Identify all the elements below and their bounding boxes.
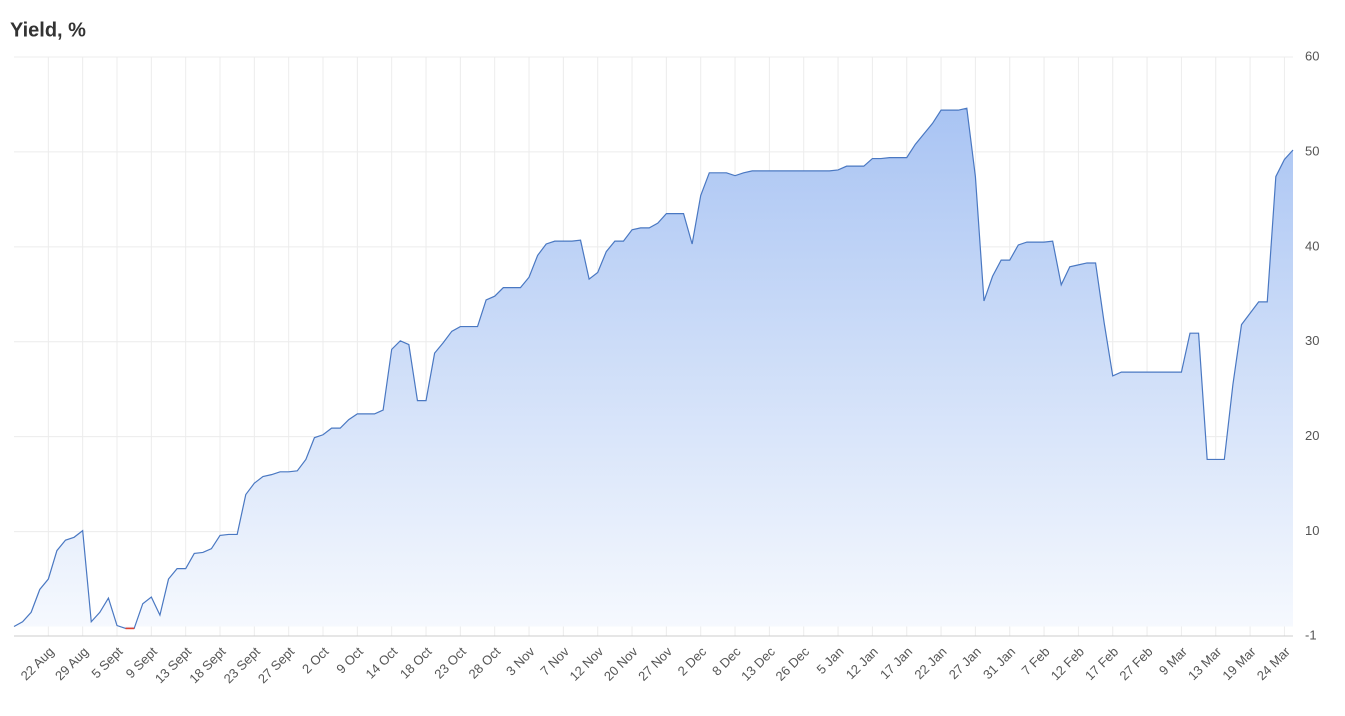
x-tick-label: 24 Mar (1254, 643, 1294, 683)
x-tick-label: 13 Mar (1185, 643, 1225, 683)
x-tick-label: 2 Dec (675, 644, 710, 679)
y-tick-label: 10 (1305, 523, 1319, 538)
x-tick-label: 2 Oct (299, 644, 332, 677)
x-tick-label: 31 Jan (980, 644, 1018, 682)
x-tick-label: 20 Nov (601, 644, 641, 684)
y-tick-label: 20 (1305, 428, 1319, 443)
x-tick-label: 12 Nov (567, 644, 607, 684)
x-tick-label: 23 Oct (431, 644, 469, 682)
line (13, 107, 1294, 630)
x-tick-label: 12 Jan (843, 644, 881, 682)
area-fill (14, 108, 1293, 629)
x-tick-label: 17 Feb (1082, 644, 1121, 683)
x-tick-label: 29 Aug (52, 644, 91, 683)
x-tick-label: 5 Jan (814, 644, 847, 677)
y-tick-label: 60 (1305, 48, 1319, 63)
chart-title: Yield, % (10, 19, 86, 41)
x-tick-label: 27 Jan (946, 644, 984, 682)
x-tick-label: 13 Sept (152, 644, 195, 687)
x-tick-label: 14 Oct (363, 644, 401, 682)
y-tick-label: 40 (1305, 238, 1319, 253)
x-tick-label: 9 Oct (333, 644, 366, 677)
y-tick-label: 50 (1305, 143, 1319, 158)
x-tick-label: 18 Sept (186, 644, 229, 687)
x-tick-label: 12 Feb (1048, 644, 1087, 683)
x-tick-label: 27 Feb (1116, 644, 1155, 683)
x-tick-label: 22 Jan (911, 644, 949, 682)
x-tick-label: 22 Aug (18, 644, 57, 683)
x-tick-label: 5 Sept (88, 644, 125, 681)
x-tick-label: 28 Oct (466, 644, 504, 682)
x-tick-label: 27 Sept (255, 644, 298, 687)
x-tick-label: 3 Nov (503, 644, 538, 679)
y-tick-label: 30 (1305, 333, 1319, 348)
y-tick-label: -1 (1305, 627, 1317, 642)
x-tick-label: 23 Sept (221, 644, 264, 687)
x-tick-label: 18 Oct (397, 644, 435, 682)
x-tick-label: 13 Dec (738, 644, 778, 684)
x-tick-label: 26 Dec (773, 644, 813, 684)
x-tick-label: 27 Nov (635, 644, 675, 684)
x-tick-label: 19 Mar (1219, 643, 1259, 683)
x-tick-label: 17 Jan (877, 644, 915, 682)
